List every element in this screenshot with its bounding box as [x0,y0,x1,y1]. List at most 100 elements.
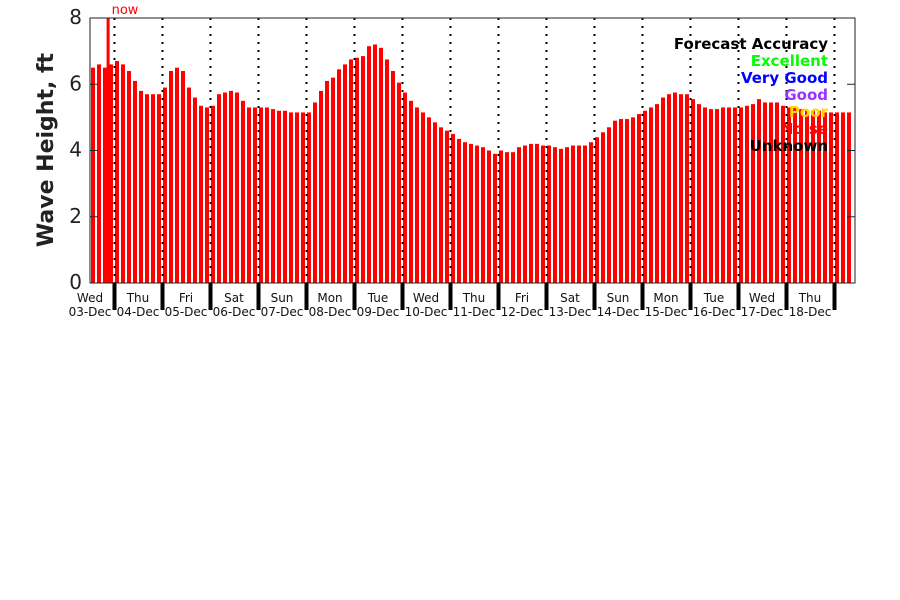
bar [667,94,671,283]
bar [325,80,329,283]
bar [625,119,629,283]
day-name-label: Thu [126,291,150,305]
bar [751,104,755,283]
bar [727,107,731,283]
day-date-label: 10-Dec [405,305,448,319]
day-date-label: 06-Dec [213,305,256,319]
bar [97,64,101,283]
bar [169,71,173,283]
bar [415,107,419,283]
bar [787,107,791,283]
bar [733,107,737,283]
day-date-label: 05-Dec [165,305,208,319]
bar [337,69,341,283]
bar [319,90,323,283]
bar [577,145,581,283]
bar [367,46,371,283]
bar [541,145,545,283]
bar [769,102,773,283]
bar [403,92,407,283]
bar [523,145,527,283]
bar [607,127,611,283]
day-date-label: 12-Dec [501,305,544,319]
bar [187,87,191,283]
bar [583,145,587,283]
bar [331,77,335,283]
day-date-label: 07-Dec [261,305,304,319]
day-name-label: Wed [77,291,103,305]
bar [265,107,269,283]
bar [103,67,107,283]
day-name-label: Wed [749,291,775,305]
bar [475,145,479,283]
day-date-label: 17-Dec [741,305,784,319]
bar [301,112,305,283]
day-name-label: Mon [653,291,678,305]
bar [211,105,215,283]
day-name-label: Thu [462,291,486,305]
bar [655,104,659,283]
bar [793,107,797,283]
bar [109,64,113,283]
bar [745,105,749,283]
bar [709,109,713,283]
bar [247,107,251,283]
bar [295,112,299,283]
bar [229,90,233,283]
bar [637,114,641,283]
bar [457,138,461,283]
bar [691,99,695,283]
bar [379,47,383,283]
day-date-label: 14-Dec [597,305,640,319]
bar [271,109,275,283]
bar [427,117,431,283]
bar [355,57,359,283]
bar [595,137,599,283]
bar [697,104,701,283]
bar [199,105,203,283]
bar [241,100,245,283]
bar [433,122,437,283]
bar [589,142,593,283]
bar [151,94,155,283]
bar [373,44,377,283]
bar [127,71,131,283]
bar [349,59,353,283]
legend-entry: Very Good [741,69,828,87]
bar [157,94,161,283]
bar [145,94,149,283]
bar [217,94,221,283]
day-name-label: Sat [224,291,244,305]
legend-title: Forecast Accuracy [674,35,828,53]
bar [619,119,623,283]
bar [277,110,281,283]
bar [121,64,125,283]
bar [799,109,803,283]
day-date-label: 16-Dec [693,305,736,319]
bar [409,100,413,283]
bar [481,147,485,283]
day-name-label: Thu [798,291,822,305]
bar [685,94,689,283]
bar [559,148,563,283]
bar [535,143,539,283]
day-date-label: 08-Dec [309,305,352,319]
bar [835,112,839,283]
legend-entry: Noise [781,120,828,138]
bar [469,143,473,283]
bar [679,94,683,283]
bar [385,59,389,283]
day-name-label: Mon [317,291,342,305]
bar [505,152,509,283]
bar [181,71,185,283]
day-name-label: Tue [703,291,725,305]
bar [841,112,845,283]
bar [175,67,179,283]
y-tick-label: 4 [69,138,82,162]
bar [343,64,347,283]
bar [703,107,707,283]
day-date-label: 04-Dec [117,305,160,319]
bar [805,110,809,283]
day-name-label: Sun [607,291,630,305]
